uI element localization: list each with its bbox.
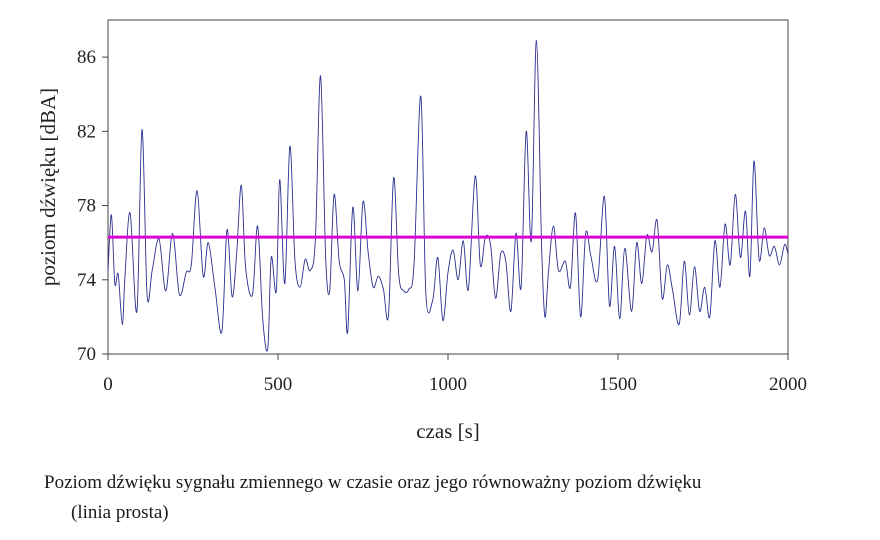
x-axis-ticks: 0 500 1000 1500 2000: [103, 354, 807, 395]
caption-line-2: (linia prosta): [71, 502, 169, 523]
y-tick-label: 70: [77, 344, 96, 365]
x-tick-label: 1500: [599, 374, 637, 395]
x-tick-label: 0: [103, 374, 113, 395]
y-tick-label: 78: [77, 196, 96, 217]
plot-area-frame: [107, 19, 789, 355]
x-tick-label: 2000: [769, 374, 807, 395]
y-axis-title: poziom dźwięku [dBA]: [36, 88, 60, 286]
y-tick-label: 74: [77, 270, 97, 291]
caption-line-1: Poziom dźwięku sygnału zmiennego w czasi…: [44, 472, 702, 493]
y-axis-ticks: 70 74 78 82 86: [77, 47, 108, 365]
y-tick-label: 82: [77, 121, 96, 142]
figure-caption: Poziom dźwięku sygnału zmiennego w czasi…: [44, 468, 874, 528]
x-axis-title: czas [s]: [416, 419, 480, 443]
x-tick-label: 1000: [429, 374, 467, 395]
x-tick-label: 500: [264, 374, 293, 395]
y-tick-label: 86: [77, 47, 96, 68]
signal-series-line: [107, 39, 789, 352]
chart: 70 74 78 82 86 0 500 1000 1500 2000 czas [s] poz…: [36, 19, 807, 443]
